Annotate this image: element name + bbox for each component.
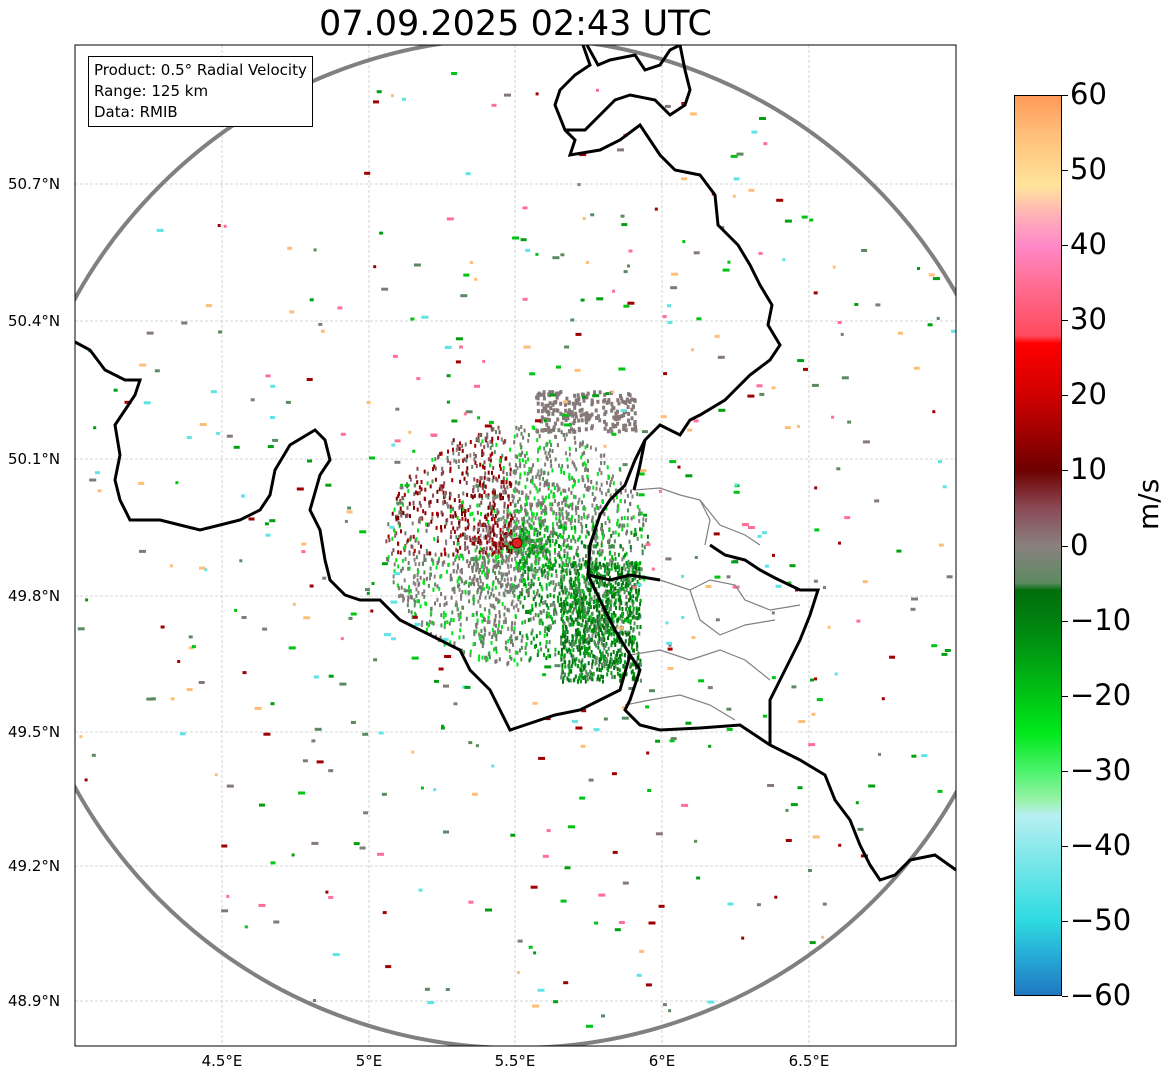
data-source-text: Data: RMIB <box>94 103 178 121</box>
colorbar-tick <box>1062 395 1068 397</box>
colorbar-tick <box>1062 470 1068 472</box>
colorbar-tick-label: 10 <box>1070 452 1107 487</box>
colorbar-tick <box>1062 245 1068 247</box>
colorbar-tick-label: 0 <box>1070 527 1089 562</box>
colorbar-tick-label: −50 <box>1070 902 1132 937</box>
lat-label: 50.1°N <box>8 450 61 468</box>
national-borders <box>75 45 956 882</box>
colorbar-tick <box>1062 545 1068 547</box>
product-text: Product: 0.5° Radial Velocity <box>94 61 307 79</box>
colorbar-tick-label: 30 <box>1070 302 1107 337</box>
lat-label: 49.2°N <box>8 857 61 875</box>
colorbar-tick <box>1062 996 1068 997</box>
colorbar-tick-label: −30 <box>1070 752 1132 787</box>
lon-label: 6°E <box>648 1052 676 1070</box>
map-gridlines <box>75 45 956 1046</box>
colorbar-tick-label: 60 <box>1070 77 1107 111</box>
lon-label: 4.5°E <box>201 1052 243 1070</box>
colorbar-tick-label: 20 <box>1070 377 1107 412</box>
lat-label: 50.4°N <box>8 312 61 330</box>
map-title: 07.09.2025 02:43 UTC <box>319 4 712 44</box>
colorbar-tick-label: −10 <box>1070 602 1132 637</box>
range-text: Range: 125 km <box>94 82 209 100</box>
colorbar-tick <box>1062 845 1068 847</box>
colorbar-tick <box>1062 95 1068 96</box>
lat-label: 49.8°N <box>8 587 61 605</box>
lat-label: 49.5°N <box>8 723 61 741</box>
colorbar-tick <box>1062 320 1068 322</box>
colorbar-tick <box>1062 620 1068 622</box>
radar-site-marker <box>511 537 523 549</box>
colorbar-tick <box>1062 695 1068 697</box>
colorbar-tick <box>1062 770 1068 772</box>
lat-label: 48.9°N <box>8 992 61 1010</box>
map-frame <box>74 44 957 1047</box>
colorbar-tick-label: −20 <box>1070 677 1132 712</box>
colorbar-tick-label: 40 <box>1070 227 1107 262</box>
lat-label: 50.7°N <box>8 175 61 193</box>
region-borders <box>624 487 801 721</box>
colorbar-tick <box>1062 170 1068 172</box>
colorbar-tick-label: −60 <box>1070 978 1132 1012</box>
velocity-colorbar <box>1014 95 1062 996</box>
colorbar-tick <box>1062 920 1068 922</box>
lon-label: 5.5°E <box>494 1052 536 1070</box>
colorbar-tick-label: 50 <box>1070 152 1107 187</box>
colorbar-unit-label: m/s <box>1132 478 1165 530</box>
product-info-box: Product: 0.5° Radial Velocity Range: 125… <box>88 56 313 127</box>
colorbar-tick-label: −40 <box>1070 827 1132 862</box>
lon-label: 5°E <box>355 1052 383 1070</box>
lon-label: 6.5°E <box>788 1052 830 1070</box>
radar-echoes <box>77 72 956 1028</box>
